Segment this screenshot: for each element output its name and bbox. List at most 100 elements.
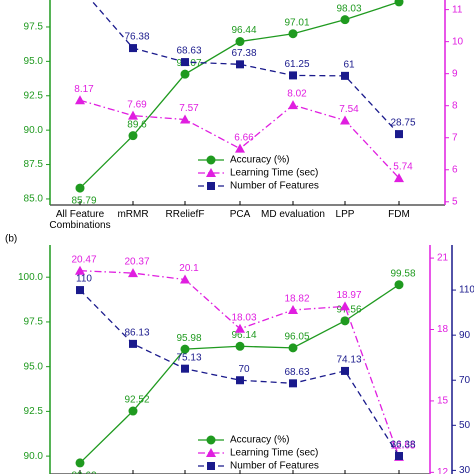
marker (128, 406, 138, 416)
y3-tick-label: 50 (459, 420, 471, 431)
value-label: 61.25 (284, 59, 309, 70)
y2-tick-label: 12 (437, 467, 449, 474)
marker (129, 339, 137, 348)
x-tick-label: MD evaluation (261, 209, 325, 220)
y2-tick-label: 9 (452, 68, 458, 79)
y3-tick-label: 90 (459, 330, 471, 341)
x-tick-label: All Feature Combinations (49, 209, 111, 231)
marker (395, 452, 403, 461)
marker (235, 341, 245, 351)
value-label: 86.13 (124, 328, 149, 339)
value-label: 95.98 (176, 333, 201, 344)
y2-tick-label: 21 (437, 253, 449, 264)
value-label: 85.79 (71, 196, 96, 207)
marker (181, 58, 189, 67)
y-tick-label: 97.5 (24, 22, 44, 33)
marker (76, 286, 84, 295)
value-label: 92.52 (124, 395, 149, 406)
marker (340, 301, 350, 311)
value-label: 20.1 (179, 263, 199, 274)
marker (394, 280, 404, 290)
y-tick-label: 92.5 (24, 406, 44, 417)
value-label: 36.38 (390, 440, 415, 451)
marker (207, 182, 215, 190)
marker (340, 316, 350, 326)
marker (128, 268, 138, 278)
marker (128, 110, 138, 120)
value-label: 6.66 (234, 132, 254, 143)
marker (206, 155, 216, 165)
marker (235, 323, 245, 333)
value-label: 61 (343, 59, 355, 70)
y2-tick-label: 5 (452, 196, 458, 207)
value-label: 96.14 (231, 330, 256, 341)
value-label: 74.13 (336, 355, 361, 366)
y2-tick-label: 18 (437, 324, 449, 335)
marker (206, 168, 216, 177)
marker (75, 265, 85, 275)
y2-tick-label: 10 (452, 36, 464, 47)
marker (75, 183, 85, 193)
x-tick-label: PCA (229, 209, 251, 220)
value-label: 97.01 (284, 17, 309, 28)
value-label: 7.54 (339, 104, 359, 115)
marker (236, 376, 244, 385)
marker (180, 69, 190, 79)
legend-label: Learning Time (sec) (230, 448, 318, 459)
marker (340, 15, 350, 25)
panel-label: (b) (5, 234, 17, 245)
x-tick-label: FDM (388, 209, 410, 220)
value-label: 12.65 (390, 441, 415, 452)
marker (236, 60, 244, 69)
marker (180, 344, 190, 354)
value-label: 68.63 (176, 46, 201, 57)
marker (340, 115, 350, 125)
y2-tick-label: 15 (437, 396, 449, 407)
marker (341, 366, 349, 375)
value-label: 7.69 (127, 99, 147, 110)
value-label: 20.37 (124, 257, 149, 268)
y-tick-label: 95.0 (24, 56, 44, 67)
y-tick-label: 90.0 (24, 125, 44, 136)
marker (180, 274, 190, 284)
y-tick-label: 100.0 (18, 272, 43, 283)
y-tick-label: 85.0 (24, 194, 44, 205)
y-tick-label: 92.5 (24, 90, 44, 101)
marker (341, 71, 349, 80)
marker (207, 462, 215, 470)
value-label: 94.07 (176, 58, 201, 69)
legend-label: Learning Time (sec) (230, 168, 318, 179)
marker (288, 304, 298, 314)
value-label: 8.02 (287, 89, 307, 100)
y2-tick-label: 11 (452, 4, 463, 15)
legend-label: Accuracy (%) (230, 155, 289, 166)
value-label: 5.74 (393, 162, 413, 173)
y-tick-label: 95.0 (24, 361, 44, 372)
marker (75, 95, 85, 105)
legend-label: Number of Features (230, 461, 319, 472)
value-label: 89.6 (127, 119, 147, 130)
value-label: 96.05 (284, 332, 309, 343)
marker (235, 143, 245, 153)
value-label: 98.03 (336, 3, 361, 14)
value-label: 70 (238, 364, 250, 375)
marker (180, 114, 190, 124)
marker (75, 458, 85, 468)
value-label: 28.75 (390, 118, 415, 129)
marker (394, 173, 404, 183)
y3-tick-label: 70 (459, 375, 471, 386)
marker (394, 0, 404, 7)
y3-tick-label: 30 (459, 465, 471, 474)
legend-label: Accuracy (%) (230, 435, 289, 446)
marker (288, 100, 298, 110)
value-label: 67.38 (231, 48, 256, 59)
value-label: 89.62 (71, 471, 96, 474)
value-label: 75.13 (176, 352, 201, 363)
y-tick-label: 87.5 (24, 159, 44, 170)
marker (206, 448, 216, 457)
y3-tick-label: 110 (459, 285, 474, 296)
value-label: 76.38 (124, 32, 149, 43)
value-label: 18.82 (284, 294, 309, 305)
